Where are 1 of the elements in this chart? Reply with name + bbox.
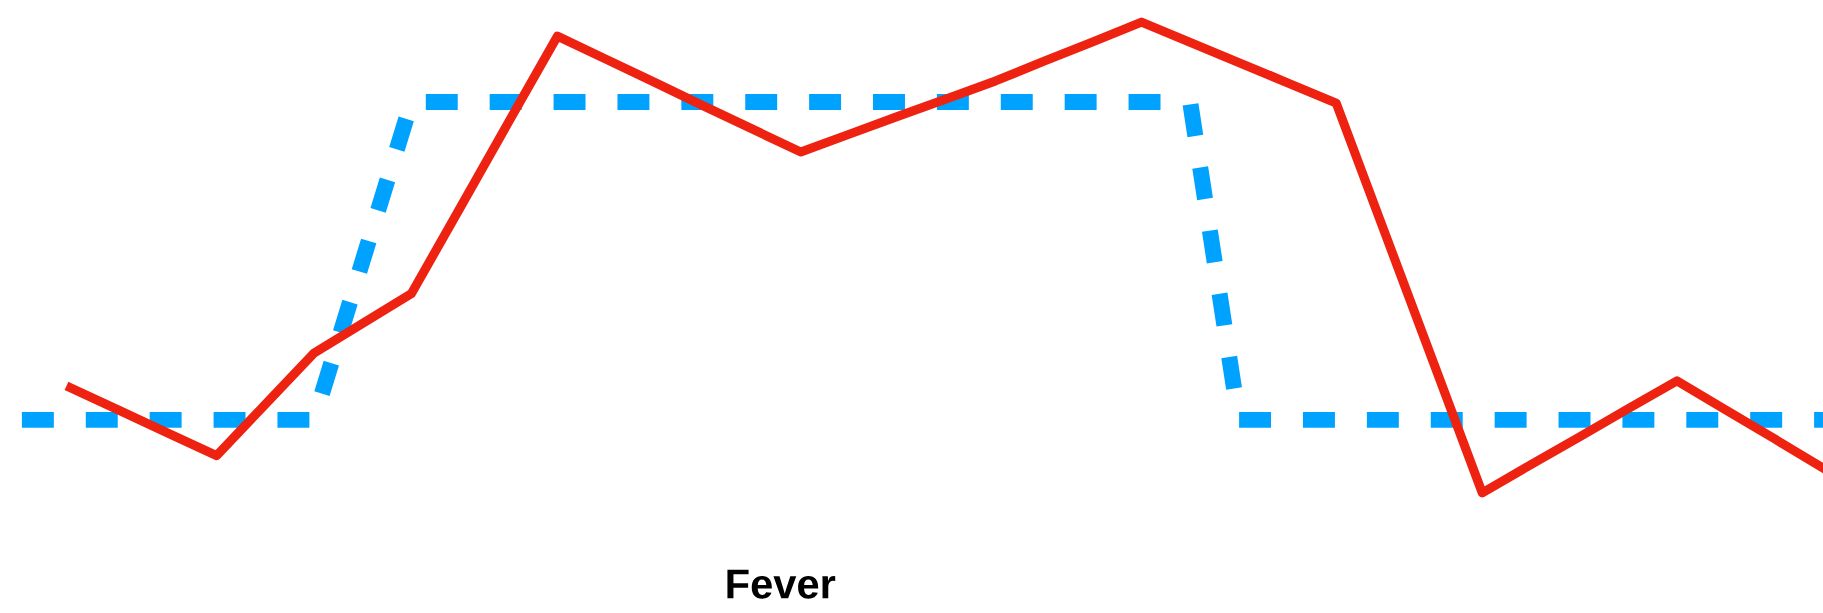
x-axis-title: Fever: [727, 569, 836, 599]
